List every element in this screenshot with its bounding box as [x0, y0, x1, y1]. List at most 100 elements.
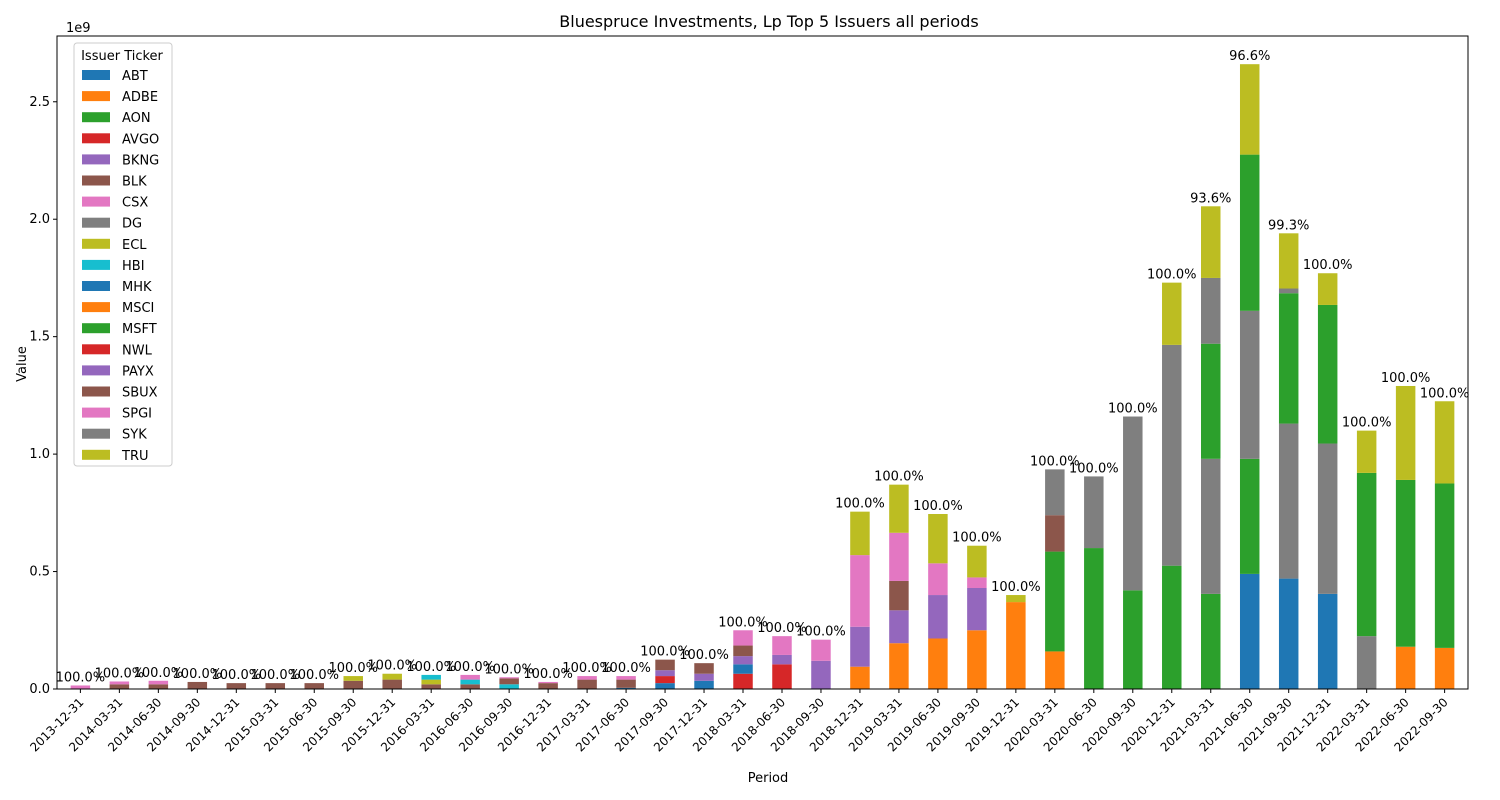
- bar-total-label: 100.0%: [445, 660, 495, 675]
- bar-segment-tru: [850, 511, 870, 556]
- bar-segment-syk: [1278, 288, 1299, 294]
- legend-label-payx: PAYX: [122, 364, 154, 379]
- bar-segment-spgi: [889, 532, 909, 581]
- plot-frame: [56, 35, 1469, 690]
- bar-total-label: 100.0%: [952, 531, 1002, 546]
- bar-segment-payx: [889, 610, 909, 644]
- bar-segment-blk: [109, 684, 130, 689]
- bar-labels-group: 100.0%100.0%100.0%100.0%100.0%100.0%100.…: [56, 49, 1470, 685]
- bar-total-label: 100.0%: [913, 499, 963, 514]
- bar-segment-csx: [538, 681, 558, 684]
- bar-segment-tru: [1395, 385, 1416, 480]
- legend-label-abt: ABT: [122, 69, 148, 84]
- bar-segment-tru: [1239, 64, 1260, 155]
- bar-total-label: 100.0%: [874, 470, 924, 485]
- bar-segment-sbux: [889, 580, 909, 611]
- legend-swatch-csx: [82, 196, 110, 207]
- bar-segment-hbi: [421, 674, 441, 680]
- y-tick-label: 1.5: [29, 330, 50, 345]
- bar-segment-blk: [577, 679, 597, 689]
- bar-segment-msft: [1239, 154, 1260, 311]
- bar-segment-blk: [499, 678, 519, 685]
- bar-segment-msci: [1006, 602, 1026, 689]
- bar-total-label: 100.0%: [562, 661, 612, 676]
- bar-total-label: 100.0%: [1030, 454, 1080, 469]
- bar-total-label: 99.3%: [1268, 218, 1309, 233]
- bar-segment-payx: [850, 626, 870, 667]
- bar-total-label: 100.0%: [328, 661, 378, 676]
- bar-segment-msft: [1045, 551, 1065, 652]
- legend-swatch-hbi: [82, 259, 110, 270]
- chart-title: Bluespruce Investments, Lp Top 5 Issuers…: [559, 12, 978, 31]
- bar-segment-csx: [499, 677, 519, 679]
- legend-label-bkng: BKNG: [122, 153, 159, 168]
- bar-segment-abt: [655, 683, 675, 689]
- bar-segment-payx: [772, 654, 792, 665]
- bar-total-label: 100.0%: [796, 625, 846, 640]
- bar-segment-msft: [1356, 472, 1377, 637]
- bar-segment-payx: [733, 656, 753, 665]
- bar-total-label: 100.0%: [835, 497, 885, 512]
- legend-label-syk: SYK: [122, 428, 147, 443]
- legend-swatch-aon: [82, 112, 110, 123]
- bar-segment-msci: [850, 666, 870, 689]
- bar-segment-sbux: [694, 663, 714, 674]
- legend-label-nwl: NWL: [122, 343, 153, 358]
- bar-segment-csx: [148, 680, 169, 685]
- x-axis-label: Period: [748, 771, 789, 786]
- bar-segment-tru: [1356, 430, 1377, 473]
- legend-swatch-adbe: [82, 91, 110, 102]
- y-axis-multiplier: 1e9: [66, 21, 91, 36]
- bar-segment-syk: [1278, 423, 1299, 579]
- bar-total-label: 100.0%: [173, 667, 223, 682]
- legend-swatch-msci: [82, 302, 110, 313]
- bar-segment-csx: [577, 676, 597, 680]
- bar-segment-blk: [382, 679, 402, 689]
- bar-total-label: 100.0%: [1069, 461, 1119, 476]
- bar-total-label: 100.0%: [640, 645, 690, 660]
- bar-total-label: 96.6%: [1229, 49, 1270, 64]
- bar-segment-mhk: [733, 664, 753, 674]
- bar-segment-syk: [1162, 344, 1182, 566]
- legend-label-msci: MSCI: [122, 301, 154, 316]
- bar-segment-msft: [1395, 479, 1416, 647]
- bar-segment-msci: [889, 643, 909, 689]
- bar-segment-spgi: [967, 577, 987, 588]
- bar-segment-msft: [1201, 593, 1221, 689]
- bar-segment-syk: [1084, 476, 1104, 549]
- bar-segment-blk: [187, 681, 208, 689]
- bar-segment-tru: [1162, 282, 1182, 345]
- bar-segment-avgo: [655, 676, 675, 684]
- bar-segment-spgi: [850, 555, 870, 627]
- bar-segment-nwl: [733, 673, 753, 689]
- legend-title: Issuer Ticker: [81, 49, 163, 64]
- bar-segment-syk: [1317, 443, 1338, 594]
- bar-segment-bkng: [694, 673, 714, 681]
- legend-swatch-spgi: [82, 407, 110, 418]
- legend-swatch-tru: [82, 449, 110, 460]
- bar-segment-abt: [616, 687, 636, 689]
- bars-group: [70, 64, 1455, 689]
- bar-segment-blk: [343, 680, 363, 689]
- bar-segment-spgi: [733, 630, 753, 646]
- legend-swatch-syk: [82, 428, 110, 439]
- bar-segment-tru: [928, 514, 948, 564]
- bar-total-label: 100.0%: [134, 666, 184, 681]
- bar-segment-msft: [1239, 458, 1260, 574]
- bar-segment-tru: [1317, 273, 1338, 305]
- legend-label-adbe: ADBE: [122, 90, 158, 105]
- y-axis-ticks: 0.0 0.5 1.0 1.5 2.0 2.5: [29, 95, 57, 697]
- bar-segment-spgi: [928, 563, 948, 596]
- bar-segment-bkng: [655, 670, 675, 677]
- bar-segment-tru: [1006, 595, 1026, 603]
- legend-label-blk: BLK: [122, 175, 147, 190]
- y-tick-label: 2.5: [29, 95, 50, 110]
- bar-segment-syk: [1045, 469, 1065, 516]
- bar-segment-blk: [265, 683, 286, 689]
- bar-segment-tru: [1278, 233, 1299, 289]
- y-axis-label: Value: [15, 346, 30, 382]
- legend-label-avgo: AVGO: [122, 132, 159, 147]
- bar-segment-tru: [889, 484, 909, 533]
- legend-swatch-msft: [82, 323, 110, 334]
- bar-segment-msci: [1045, 651, 1065, 689]
